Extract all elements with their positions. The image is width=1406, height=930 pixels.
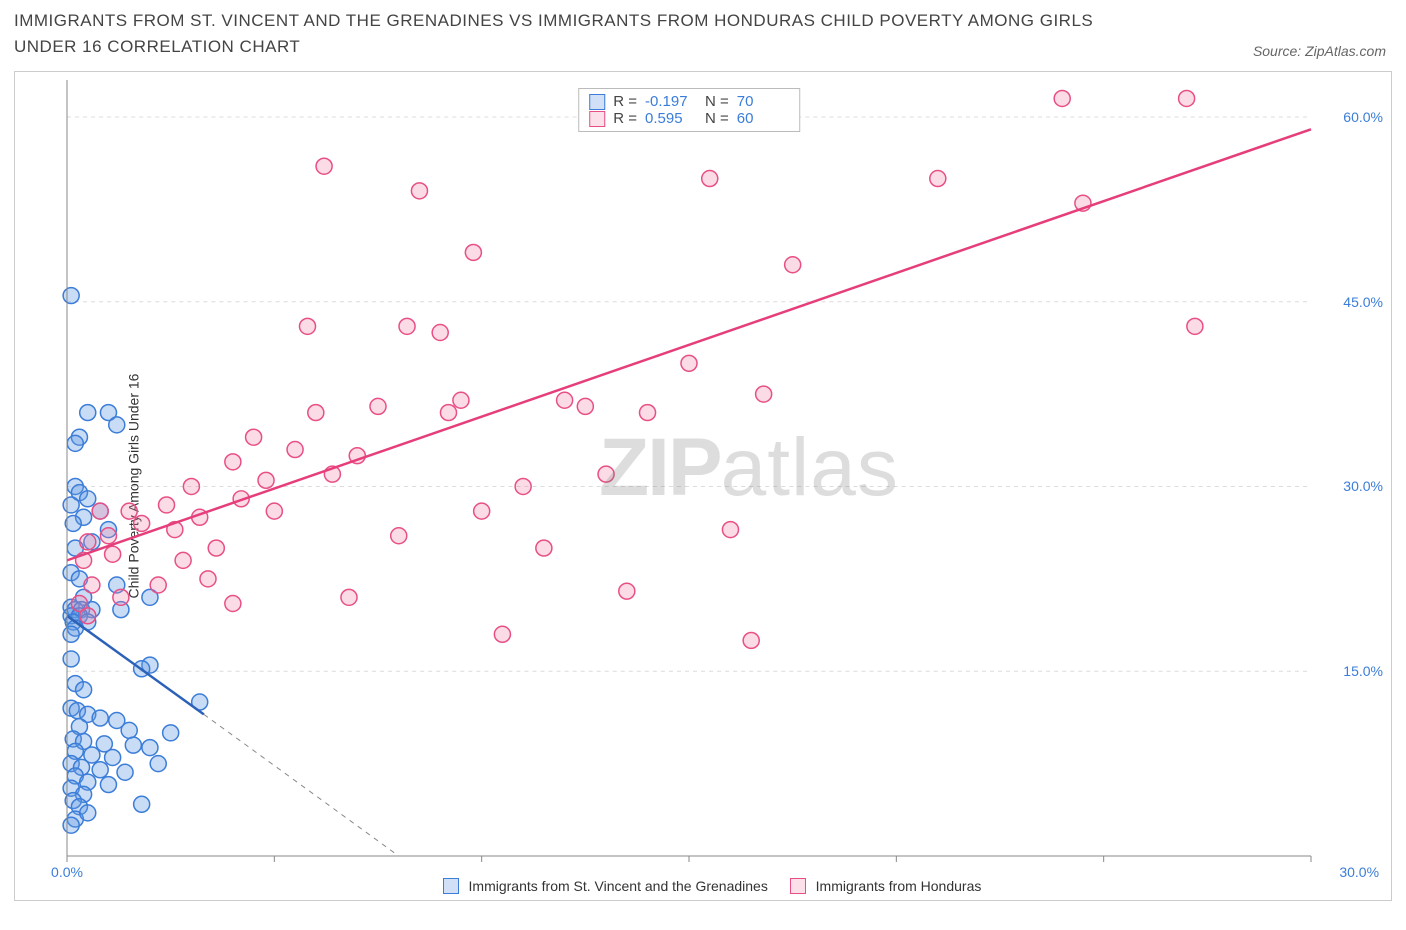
legend-row-svg: R = -0.197 N = 70 (589, 93, 789, 110)
y-tick-label: 15.0% (1343, 663, 1383, 679)
source-name: ZipAtlas.com (1305, 43, 1386, 59)
legend-n-value-svg: 70 (737, 93, 789, 110)
y-tick-label: 30.0% (1343, 478, 1383, 494)
legend-n-label2: N = (705, 110, 729, 127)
correlation-legend: R = -0.197 N = 70 R = 0.595 N = 60 (578, 88, 800, 132)
bottom-swatch-blue (443, 878, 459, 894)
bottom-legend-label1: Immigrants from St. Vincent and the Gren… (469, 878, 768, 894)
scatter-svg (67, 80, 1311, 856)
source-prefix: Source: (1253, 43, 1305, 59)
bottom-legend: Immigrants from St. Vincent and the Gren… (15, 878, 1391, 894)
bottom-legend-label2: Immigrants from Honduras (816, 878, 982, 894)
legend-r-label: R = (613, 93, 637, 110)
y-tick-label: 45.0% (1343, 294, 1383, 310)
chart-container: Child Poverty Among Girls Under 16 R = -… (14, 71, 1392, 901)
legend-n-label: N = (705, 93, 729, 110)
legend-n-value-hon: 60 (737, 110, 789, 127)
bottom-swatch-pink (790, 878, 806, 894)
chart-header: IMMIGRANTS FROM ST. VINCENT AND THE GREN… (0, 0, 1406, 65)
legend-swatch-blue (589, 94, 605, 110)
plot-area: R = -0.197 N = 70 R = 0.595 N = 60 ZIPat… (67, 80, 1311, 856)
chart-title: IMMIGRANTS FROM ST. VINCENT AND THE GREN… (14, 8, 1094, 59)
legend-r-value-hon: 0.595 (645, 110, 697, 127)
source-attribution: Source: ZipAtlas.com (1253, 43, 1386, 59)
legend-row-hon: R = 0.595 N = 60 (589, 110, 789, 127)
legend-r-label2: R = (613, 110, 637, 127)
y-tick-label: 60.0% (1343, 109, 1383, 125)
legend-swatch-pink (589, 111, 605, 127)
legend-r-value-svg: -0.197 (645, 93, 697, 110)
